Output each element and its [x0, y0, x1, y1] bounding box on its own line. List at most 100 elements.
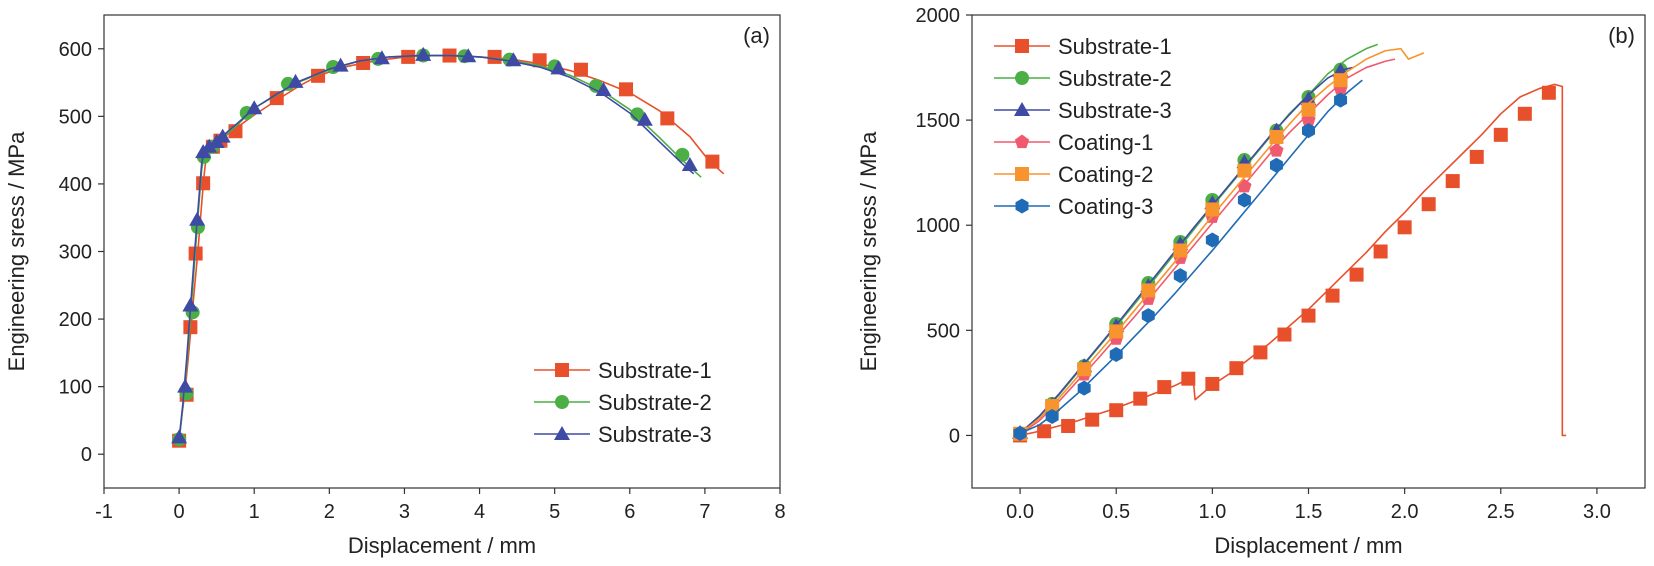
x-tick-label: 0: [174, 501, 185, 523]
data-point: [619, 82, 634, 97]
x-tick-label: 1.0: [1198, 501, 1226, 523]
legend-label: Substrate-1: [598, 358, 712, 383]
data-point: [1269, 129, 1284, 144]
y-axis-title: Engineering sress / MPa: [856, 131, 881, 371]
x-tick-label: -1: [95, 501, 113, 523]
data-point: [1397, 220, 1412, 235]
data-point: [1269, 143, 1284, 157]
data-point: [1237, 178, 1252, 193]
data-point: [373, 50, 390, 65]
data-point: [1237, 192, 1251, 208]
data-point: [636, 111, 653, 126]
data-point: [189, 211, 206, 226]
data-point: [595, 82, 612, 97]
data-point: [214, 128, 231, 143]
data-point: [505, 52, 522, 67]
legend-label: Substrate-2: [598, 390, 712, 415]
legend-marker: [1014, 134, 1030, 149]
data-point: [550, 60, 567, 75]
plot-frame: [103, 14, 781, 489]
data-point: [1373, 244, 1388, 259]
series-coating-3: [1013, 79, 1363, 441]
panel-label: (b): [1608, 23, 1635, 48]
legend-marker: [1015, 198, 1029, 214]
data-point: [269, 91, 284, 106]
data-point: [171, 429, 188, 444]
data-point: [675, 147, 690, 162]
data-point: [1333, 73, 1348, 88]
data-point: [1541, 85, 1556, 100]
data-point: [1493, 127, 1508, 142]
x-tick-label: 4: [474, 501, 485, 523]
legend-label: Substrate-2: [1058, 66, 1172, 91]
data-point: [1045, 399, 1060, 414]
data-point: [182, 297, 199, 312]
data-point: [1302, 123, 1315, 139]
data-point: [1421, 197, 1436, 212]
y-tick-label: 100: [59, 377, 92, 399]
data-point: [487, 49, 502, 64]
legend-label: Coating-1: [1058, 130, 1153, 155]
data-point: [1173, 268, 1187, 284]
panel-a-chart: -1 0 1 2 3 4 5 6 7 8 0 100 200 300 400 500 600 Displaceme…: [4, 14, 786, 558]
data-point: [1061, 418, 1076, 433]
data-point: [1045, 409, 1059, 425]
x-axis-title: Displacement / mm: [1214, 533, 1402, 558]
data-point: [1173, 243, 1188, 258]
legend-marker: [555, 395, 569, 409]
x-tick-label: 6: [624, 501, 635, 523]
data-point: [681, 157, 698, 172]
x-tick-label: 2: [324, 501, 335, 523]
panel-b-chart: 0.0 0.5 1.0 1.5 2.0 2.5 3.0 0 500 1000 1500 2000 Dis…: [856, 5, 1646, 558]
legend-label: Substrate-3: [598, 422, 712, 447]
data-point: [177, 378, 194, 393]
data-point: [1013, 425, 1027, 441]
y-tick-label: 1000: [916, 215, 961, 237]
series-substrate-3: [171, 46, 698, 444]
data-point: [1109, 347, 1123, 363]
data-point: [1141, 308, 1155, 324]
data-point: [1077, 362, 1092, 377]
data-point: [201, 138, 218, 153]
data-point: [1301, 102, 1316, 117]
data-point: [415, 46, 432, 61]
x-axis-title: Displacement / mm: [348, 533, 536, 558]
y-tick-label: 600: [59, 39, 92, 61]
legend-marker: [1015, 71, 1029, 85]
data-point: [1300, 91, 1317, 106]
legend-label: Substrate-1: [1058, 34, 1172, 59]
legend-label: Coating-2: [1058, 162, 1153, 187]
data-point: [1205, 376, 1220, 391]
data-point: [1109, 403, 1124, 418]
data-point: [1334, 92, 1348, 108]
legend: Substrate-1 Substrate-2 Substrate-3 Coating…: [994, 34, 1172, 219]
y-tick-label: 500: [927, 320, 960, 342]
data-point: [1237, 163, 1252, 178]
y-tick-label: 0: [949, 425, 960, 447]
data-point: [287, 73, 304, 88]
data-point: [332, 57, 349, 72]
y-axis-title: Engineering sress / MPa: [4, 131, 29, 371]
legend-marker: [555, 363, 569, 377]
data-point: [1445, 174, 1460, 189]
x-tick-label: 1.5: [1295, 501, 1323, 523]
data-point: [196, 176, 211, 191]
data-point: [1277, 327, 1292, 342]
data-point: [1085, 412, 1100, 427]
data-point: [1133, 391, 1148, 406]
data-point: [356, 55, 371, 70]
x-tick-label: 1: [249, 501, 260, 523]
data-point: [573, 62, 588, 77]
data-point: [1141, 283, 1156, 298]
legend-marker: [554, 426, 570, 440]
series-line: [1019, 47, 1425, 435]
data-point: [1517, 106, 1532, 121]
data-point: [1269, 157, 1283, 173]
y-tick-label: 500: [59, 106, 92, 128]
y-tick-label: 1500: [916, 110, 961, 132]
data-point: [1157, 380, 1172, 395]
x-tick-label: 3.0: [1583, 501, 1611, 523]
x-tick-label: 5: [549, 501, 560, 523]
x-tick-label: 8: [774, 501, 785, 523]
